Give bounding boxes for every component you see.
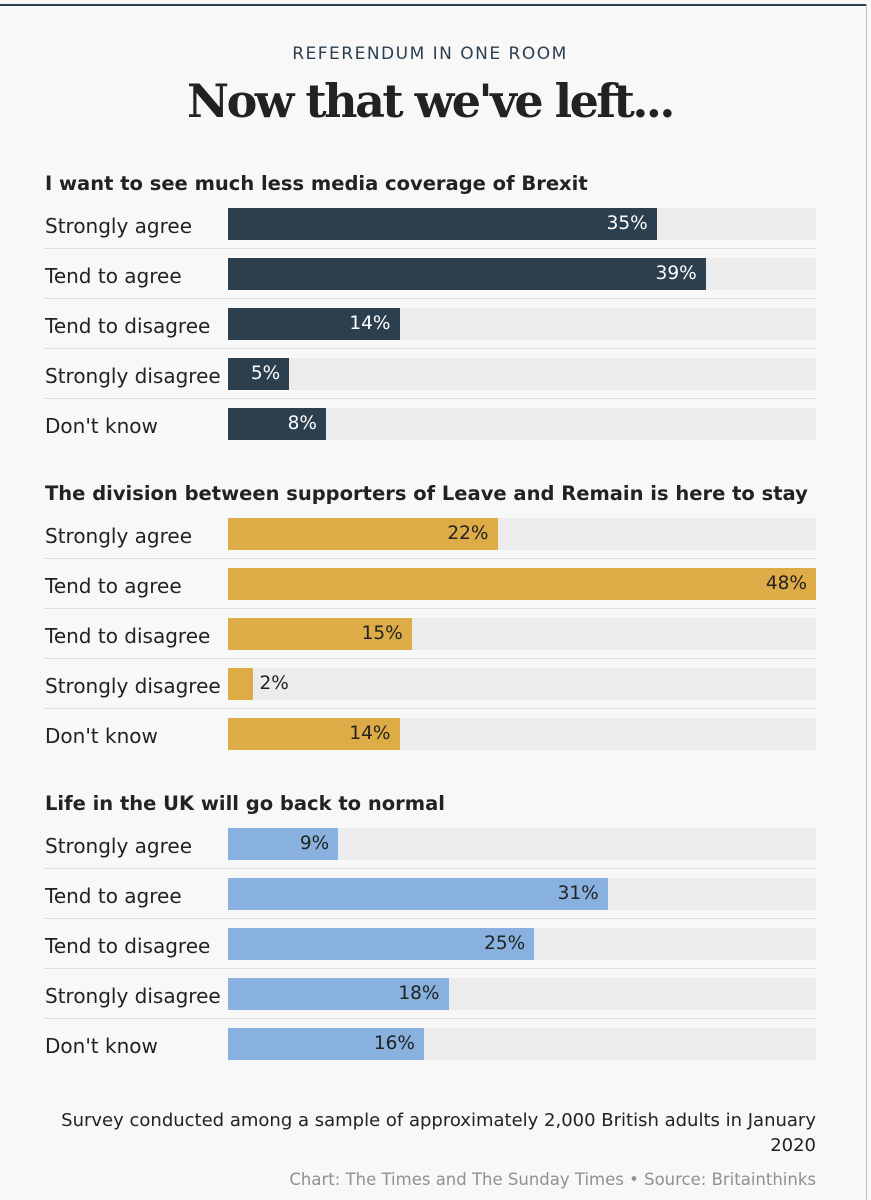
panel-title: The division between supporters of Leave… (45, 482, 808, 505)
bar (228, 208, 657, 240)
bar-track: 5% (228, 358, 816, 390)
top-border (0, 4, 866, 6)
bar (228, 568, 816, 600)
bar (228, 1028, 424, 1060)
bar-track: 35% (228, 208, 816, 240)
bar-track: 18% (228, 978, 816, 1010)
panel-title: Life in the UK will go back to normal (45, 792, 445, 815)
chart-credit: Chart: The Times and The Sunday Times • … (289, 1170, 816, 1189)
bar-track: 15% (228, 618, 816, 650)
row-separator (45, 868, 816, 869)
category-label: Tend to agree (45, 264, 182, 288)
category-label: Tend to disagree (45, 314, 211, 338)
bar-row: Tend to disagree 14% (0, 308, 866, 358)
category-label: Strongly agree (45, 834, 193, 858)
row-separator (45, 608, 816, 609)
bar-track: 16% (228, 1028, 816, 1060)
bar (228, 258, 706, 290)
value-label: 25% (484, 933, 526, 954)
value-label: 8% (287, 413, 317, 434)
category-label: Strongly disagree (45, 364, 221, 388)
bar-track: 22% (228, 518, 816, 550)
panel-title: I want to see much less media coverage o… (45, 172, 588, 195)
bar-row: Don't know 14% (0, 718, 866, 768)
survey-note: Survey conducted among a sample of appro… (61, 1110, 816, 1156)
bar-row: Tend to disagree 15% (0, 618, 866, 668)
row-separator (45, 398, 816, 399)
value-label: 35% (606, 213, 648, 234)
row-separator (45, 248, 816, 249)
bar-track: 9% (228, 828, 816, 860)
bar-track: 25% (228, 928, 816, 960)
bar-track: 14% (228, 718, 816, 750)
bar-row: Strongly disagree 2% (0, 668, 866, 718)
value-label: 2% (259, 673, 289, 694)
bar (228, 718, 400, 750)
bar-track: 8% (228, 408, 816, 440)
bar-row: Strongly agree 9% (0, 828, 866, 878)
value-label: 15% (361, 623, 403, 644)
row-separator (45, 298, 816, 299)
bar-track: 31% (228, 878, 816, 910)
value-label: 16% (373, 1033, 415, 1054)
row-separator (45, 1018, 816, 1019)
bar (228, 878, 608, 910)
row-separator (45, 558, 816, 559)
value-label: 9% (299, 833, 330, 854)
category-label: Tend to disagree (45, 624, 211, 648)
right-border (866, 4, 867, 1200)
row-separator (45, 918, 816, 919)
row-separator (45, 968, 816, 969)
value-label: 5% (250, 363, 281, 384)
value-label: 14% (349, 313, 391, 334)
chart-headline: Now that we've left... (187, 74, 675, 128)
bar (228, 618, 412, 650)
value-label: 39% (655, 263, 697, 284)
bar-row: Tend to agree 48% (0, 568, 866, 618)
value-label: 14% (349, 723, 391, 744)
bar (228, 308, 400, 340)
bar-track: 14% (228, 308, 816, 340)
row-separator (45, 708, 816, 709)
bar-row: Strongly disagree 5% (0, 358, 866, 408)
category-label: Strongly disagree (45, 674, 221, 698)
bar-row: Tend to agree 31% (0, 878, 866, 928)
bar (228, 978, 449, 1010)
bar-row: Don't know 8% (0, 408, 866, 458)
bar (228, 518, 498, 550)
bar (228, 358, 290, 390)
value-label: 48% (765, 573, 807, 594)
category-label: Strongly agree (45, 524, 193, 548)
bar-row: Strongly disagree 18% (0, 978, 866, 1028)
bar-row: Don't know 16% (0, 1028, 866, 1078)
value-label: 31% (557, 883, 599, 904)
category-label: Don't know (45, 414, 158, 438)
row-separator (45, 348, 816, 349)
bar-row: Strongly agree 22% (0, 518, 866, 568)
bar (228, 408, 326, 440)
value-label: 22% (447, 523, 489, 544)
category-label: Tend to agree (45, 574, 182, 598)
bar-track: 39% (228, 258, 816, 290)
category-label: Don't know (45, 1034, 158, 1058)
bar (228, 828, 339, 860)
bar-track: 48% (228, 568, 816, 600)
category-label: Don't know (45, 724, 158, 748)
kicker: REFERENDUM IN ONE ROOM (292, 44, 568, 64)
category-label: Strongly disagree (45, 984, 221, 1008)
value-label: 18% (398, 983, 440, 1004)
category-label: Strongly agree (45, 214, 193, 238)
bar-row: Tend to agree 39% (0, 258, 866, 308)
bar (228, 928, 535, 960)
category-label: Tend to agree (45, 884, 182, 908)
bar-row: Strongly agree 35% (0, 208, 866, 258)
row-separator (45, 658, 816, 659)
bar-track: 2% (228, 668, 816, 700)
bar-row: Tend to disagree 25% (0, 928, 866, 978)
bar (228, 668, 253, 700)
category-label: Tend to disagree (45, 934, 211, 958)
